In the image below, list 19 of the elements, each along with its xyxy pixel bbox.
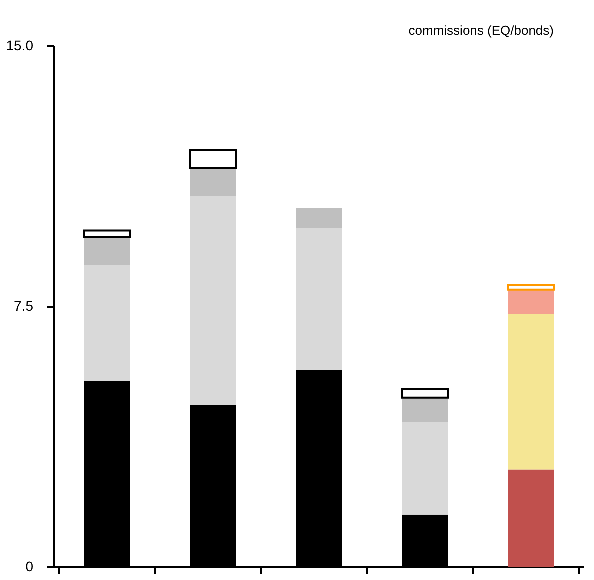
bar [401,388,449,399]
bar [508,314,554,470]
bar [402,422,448,515]
y-tick-label: 0 [26,558,34,574]
bar [296,228,342,370]
bar [189,150,237,170]
bar [83,230,131,238]
y-tick-label: 15.0 [6,38,34,54]
bar [507,284,555,291]
bar [296,208,342,228]
bar [190,196,236,406]
bar [84,266,130,382]
bar [402,398,448,422]
bar [508,470,554,567]
y-tick-label: 7.5 [14,298,34,314]
bar [190,168,236,196]
bar [508,290,554,314]
text: commissions (EQ/bonds) [408,23,554,38]
bar [84,237,130,266]
